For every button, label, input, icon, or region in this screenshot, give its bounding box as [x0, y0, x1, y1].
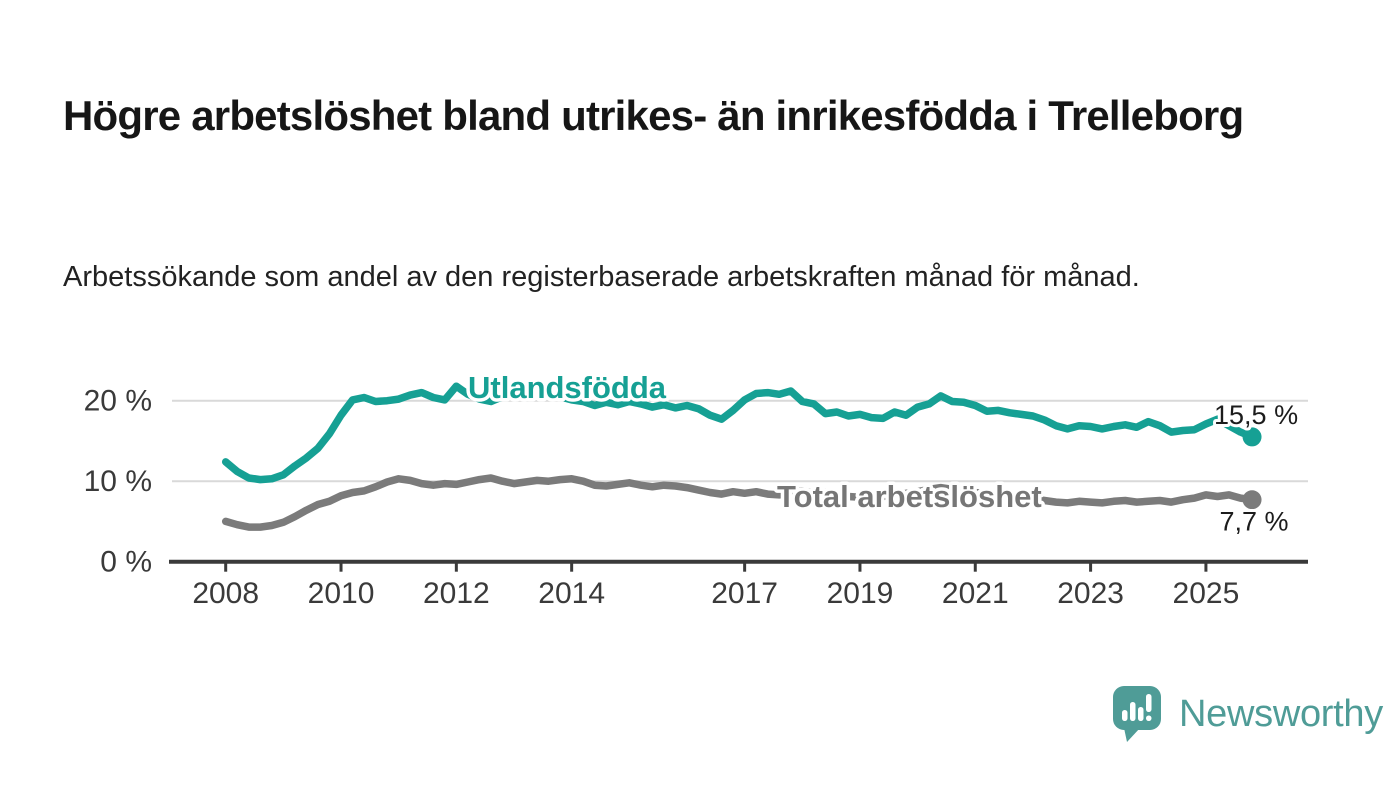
- x-tick-label-2019: 2019: [827, 577, 894, 610]
- series-end-dot-utlandsfodda: [1242, 427, 1262, 447]
- y-tick-label-10pct: 10 %: [84, 465, 152, 498]
- x-tick-label-2008: 2008: [192, 577, 259, 610]
- y-tick-label-0pct: 0 %: [100, 546, 152, 579]
- x-tick-label-2017: 2017: [711, 577, 778, 610]
- newsworthy-speech-bubble-bar-chart-icon: [1113, 686, 1161, 742]
- series-end-dot-total: [1242, 490, 1262, 510]
- x-tick-label-2010: 2010: [308, 577, 375, 610]
- page-subtitle: Arbetssökande som andel av den registerb…: [63, 261, 1140, 293]
- series-line-utlandsfodda: [221, 382, 1256, 484]
- x-tick-label-2023: 2023: [1057, 577, 1124, 610]
- newsworthy-logo: Newsworthy: [1112, 684, 1383, 744]
- unemployment-line-chart: 2008 2010 2012 2014 2017 2019 2021 2023 2025 0 % 1…: [0, 345, 1400, 645]
- series-label-utlandsfodda: Utlandsfödda: [468, 370, 667, 405]
- page-title: Högre arbetslöshet bland utrikes- än inr…: [63, 92, 1244, 140]
- brand-name: Newsworthy: [1179, 692, 1383, 735]
- series-label-total: Total arbetslöshet: [777, 479, 1042, 514]
- chart-canvas: 2008 2010 2012 2014 2017 2019 2021 2023 2025 0 % 1…: [84, 367, 1308, 610]
- x-tick-label-2025: 2025: [1173, 577, 1240, 610]
- series-line-total: [221, 474, 1256, 531]
- x-tick-label-2021: 2021: [942, 577, 1009, 610]
- y-tick-label-20pct: 20 %: [84, 385, 152, 418]
- x-tick-label-2012: 2012: [423, 577, 490, 610]
- x-tick-label-2014: 2014: [538, 577, 605, 610]
- end-value-label-total: 7,7 %: [1220, 507, 1289, 537]
- end-value-label-utlandsfodda: 15,5 %: [1214, 400, 1298, 430]
